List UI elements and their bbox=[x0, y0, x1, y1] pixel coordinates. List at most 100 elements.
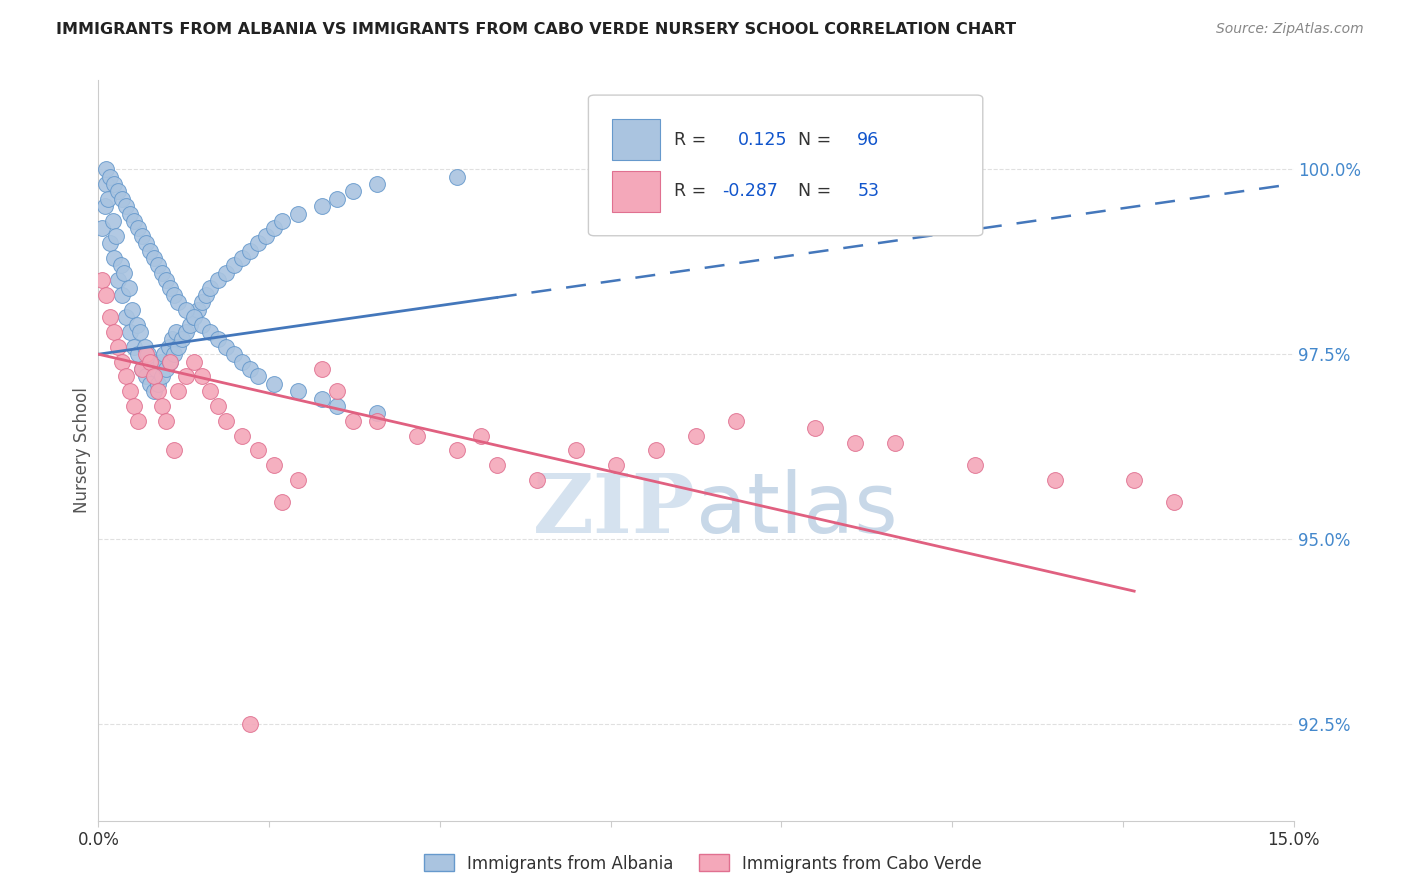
Point bbox=[103, 325, 125, 339]
Point bbox=[215, 414, 238, 428]
Point bbox=[724, 414, 747, 428]
Point bbox=[605, 458, 627, 473]
Point bbox=[191, 318, 214, 332]
Point bbox=[167, 295, 190, 310]
Point bbox=[183, 310, 205, 325]
Point bbox=[131, 362, 153, 376]
Point bbox=[231, 428, 253, 442]
Point bbox=[142, 354, 165, 368]
Point bbox=[159, 280, 181, 294]
Point bbox=[191, 369, 214, 384]
Point bbox=[1043, 473, 1066, 487]
Point bbox=[94, 199, 117, 213]
Point bbox=[342, 414, 364, 428]
Point bbox=[174, 302, 197, 317]
Point bbox=[207, 399, 229, 413]
Point bbox=[163, 288, 186, 302]
Point bbox=[91, 273, 114, 287]
Point bbox=[326, 399, 349, 413]
Point bbox=[120, 384, 142, 399]
Point bbox=[135, 347, 157, 361]
Point bbox=[485, 458, 508, 473]
Point bbox=[124, 214, 146, 228]
Point bbox=[198, 384, 221, 399]
Point bbox=[98, 236, 122, 251]
Point bbox=[115, 199, 138, 213]
Point bbox=[118, 280, 141, 294]
Point bbox=[111, 288, 134, 302]
Text: N =: N = bbox=[797, 182, 837, 201]
Point bbox=[91, 221, 114, 235]
Point bbox=[446, 169, 468, 184]
Point bbox=[215, 266, 238, 280]
Point bbox=[107, 340, 129, 354]
Point bbox=[103, 251, 125, 265]
Point bbox=[366, 177, 388, 191]
Point bbox=[270, 214, 292, 228]
Point bbox=[98, 310, 122, 325]
Point bbox=[187, 302, 209, 317]
Point bbox=[174, 325, 197, 339]
Point bbox=[270, 495, 292, 509]
Point bbox=[155, 362, 177, 376]
Point bbox=[167, 340, 190, 354]
Point bbox=[172, 333, 194, 347]
Text: R =: R = bbox=[675, 182, 713, 201]
Point bbox=[107, 185, 129, 199]
Point bbox=[342, 185, 364, 199]
Text: R =: R = bbox=[675, 130, 713, 148]
Point bbox=[96, 177, 118, 191]
Point bbox=[222, 347, 245, 361]
Point bbox=[163, 347, 186, 361]
Point bbox=[127, 347, 149, 361]
Point bbox=[125, 318, 148, 332]
Point bbox=[311, 362, 333, 376]
Point bbox=[143, 384, 166, 399]
Point bbox=[1163, 495, 1185, 509]
Point bbox=[139, 244, 162, 258]
Point bbox=[115, 310, 138, 325]
Point bbox=[366, 414, 388, 428]
Point bbox=[149, 354, 172, 368]
Point bbox=[326, 384, 349, 399]
Point bbox=[111, 354, 134, 368]
Point bbox=[174, 369, 197, 384]
Point bbox=[121, 302, 143, 317]
Point bbox=[239, 717, 262, 731]
Point bbox=[231, 251, 253, 265]
Point bbox=[98, 169, 122, 184]
Text: 53: 53 bbox=[858, 182, 879, 201]
Point bbox=[804, 421, 827, 435]
FancyBboxPatch shape bbox=[589, 95, 983, 235]
Point bbox=[157, 340, 180, 354]
Point bbox=[124, 399, 146, 413]
Point bbox=[136, 347, 159, 361]
Text: Source: ZipAtlas.com: Source: ZipAtlas.com bbox=[1216, 22, 1364, 37]
Text: 96: 96 bbox=[858, 130, 880, 148]
Point bbox=[246, 236, 269, 251]
Text: -0.287: -0.287 bbox=[723, 182, 778, 201]
Point bbox=[112, 266, 135, 280]
Point bbox=[311, 392, 333, 406]
Point bbox=[263, 376, 285, 391]
Point bbox=[198, 280, 221, 294]
Point bbox=[207, 273, 229, 287]
Point bbox=[287, 473, 309, 487]
Point bbox=[159, 354, 181, 368]
Point bbox=[239, 362, 262, 376]
Point bbox=[115, 369, 138, 384]
Point bbox=[526, 473, 548, 487]
Point bbox=[222, 259, 245, 273]
Point bbox=[565, 443, 588, 458]
Point bbox=[111, 192, 134, 206]
Point bbox=[183, 354, 205, 368]
Point bbox=[1123, 473, 1146, 487]
Point bbox=[101, 214, 124, 228]
Point bbox=[143, 251, 166, 265]
Point bbox=[120, 206, 142, 220]
Point bbox=[124, 340, 146, 354]
Point bbox=[311, 199, 333, 213]
Point bbox=[150, 369, 173, 384]
Text: IMMIGRANTS FROM ALBANIA VS IMMIGRANTS FROM CABO VERDE NURSERY SCHOOL CORRELATION: IMMIGRANTS FROM ALBANIA VS IMMIGRANTS FR… bbox=[56, 22, 1017, 37]
Point bbox=[120, 325, 142, 339]
